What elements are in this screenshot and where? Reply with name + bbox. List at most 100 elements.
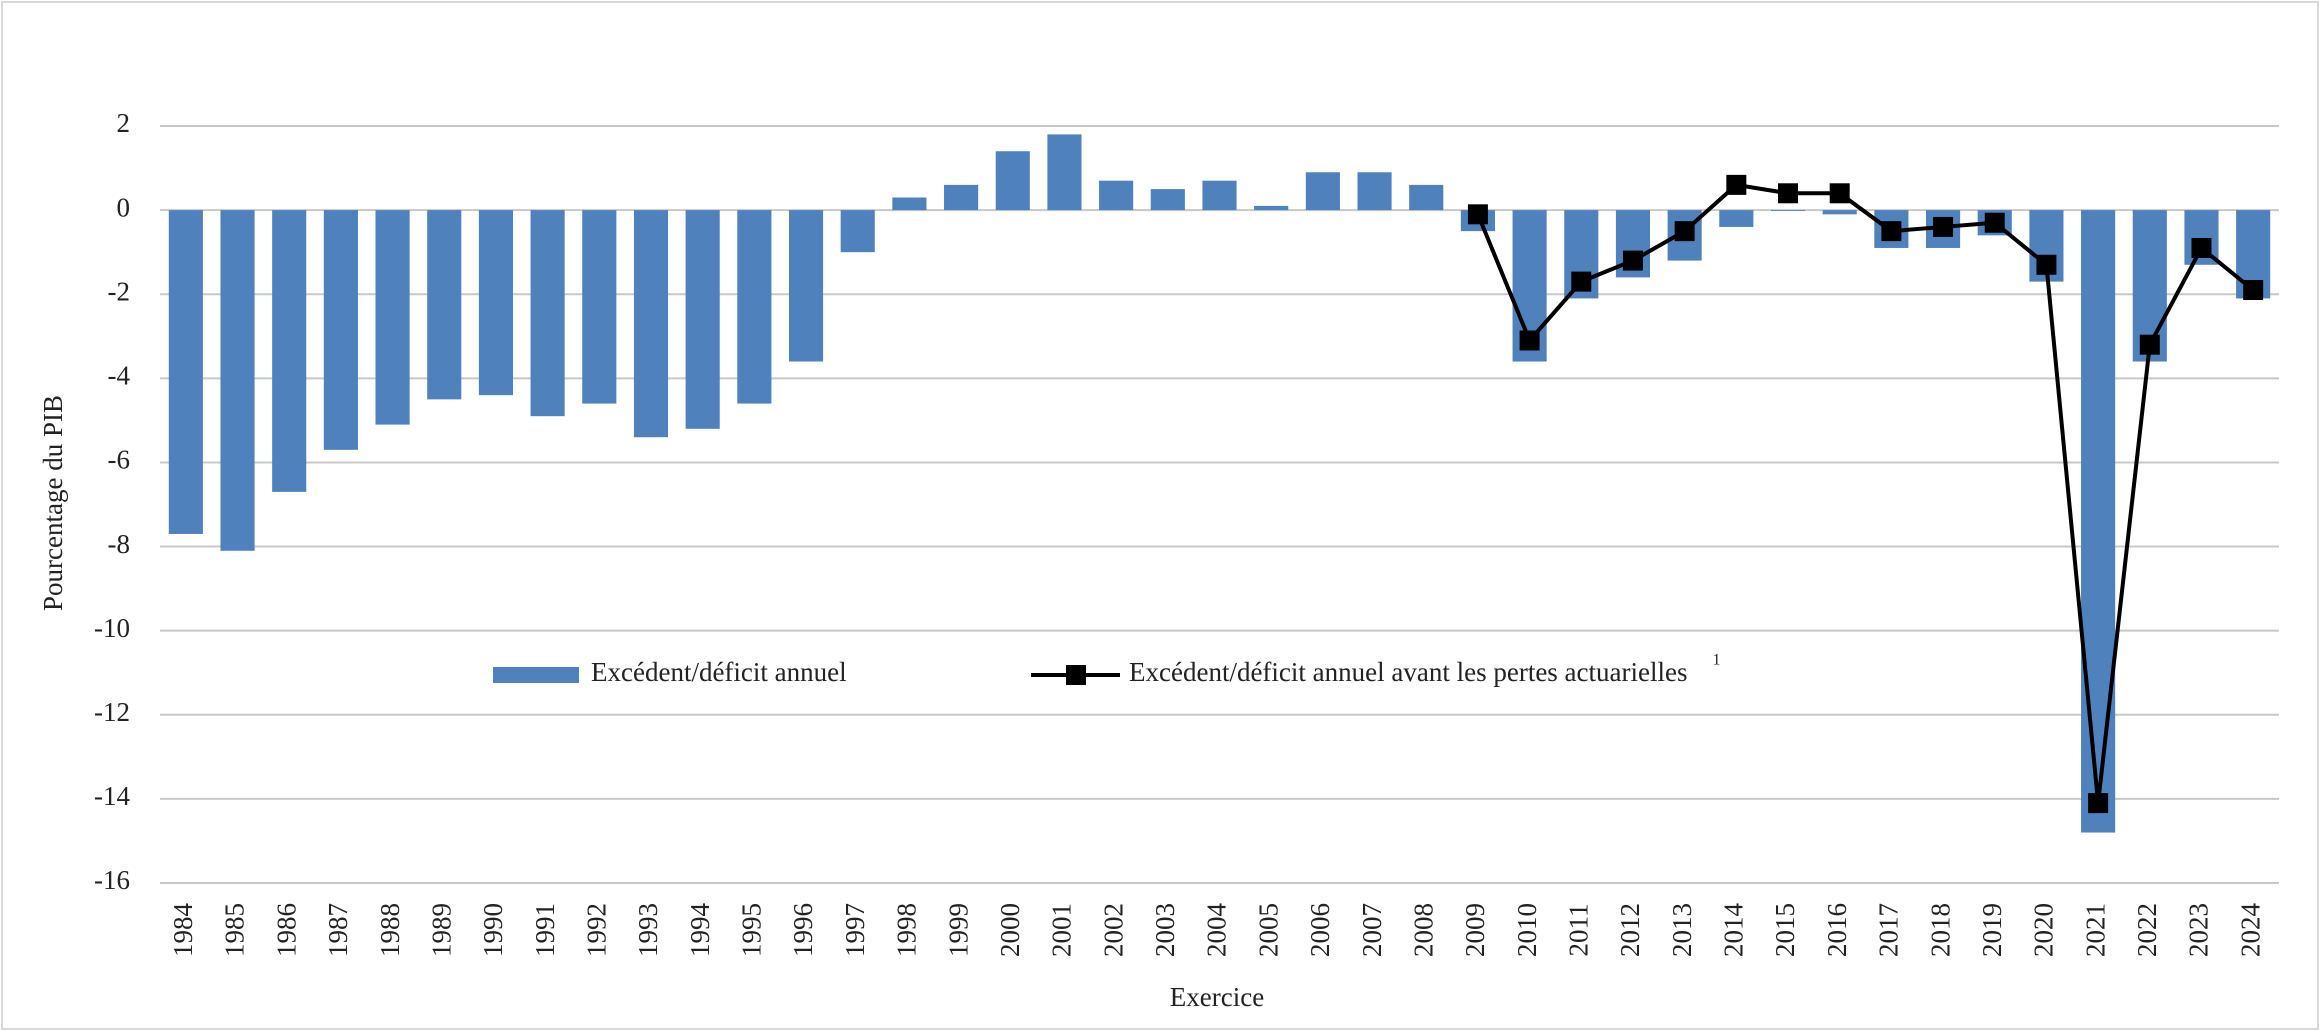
x-tick-label: 1984: [168, 903, 198, 958]
x-tick-label: 1986: [271, 903, 301, 957]
marker: [1984, 212, 2005, 233]
bar: [375, 210, 410, 425]
x-tick-label: 2004: [1202, 903, 1232, 958]
marker: [1674, 221, 1695, 242]
bar: [1719, 210, 1754, 227]
bar: [168, 210, 203, 534]
legend-swatch: [1066, 665, 1086, 685]
marker: [1622, 250, 1643, 271]
x-tick-label: 2014: [1719, 903, 1749, 958]
bar: [944, 184, 979, 211]
marker: [2036, 254, 2057, 275]
x-tick-label: 2008: [1408, 903, 1438, 957]
bar: [323, 210, 358, 450]
marker: [2191, 237, 2212, 258]
y-tick-label: -14: [94, 781, 130, 811]
bar: [633, 210, 669, 438]
x-tick-label: 1985: [220, 903, 250, 957]
y-tick-label: 2: [117, 108, 131, 138]
bar: [892, 197, 927, 211]
x-tick-label: 2001: [1047, 903, 1077, 957]
x-tick-label: 2005: [1253, 903, 1283, 957]
x-tick-label: 2016: [1822, 903, 1852, 957]
bar: [995, 151, 1030, 211]
marker: [2243, 280, 2264, 301]
x-tick-label: 2000: [995, 903, 1025, 957]
y-tick-label: -10: [94, 613, 130, 643]
x-tick-label: 2006: [1305, 903, 1335, 957]
bar: [788, 210, 824, 362]
y-tick-label: 0: [117, 192, 131, 222]
marker: [1881, 221, 1902, 242]
x-tick-label: 2017: [1874, 903, 1904, 957]
legend-label: Excédent/déficit annuel: [591, 657, 847, 687]
bar: [478, 210, 513, 396]
x-tick-label: 2003: [1150, 903, 1180, 957]
x-tick-label: 1987: [323, 903, 353, 957]
marker: [2139, 334, 2160, 355]
x-tick-label: 2024: [2235, 903, 2265, 958]
x-tick-label: 1992: [582, 903, 612, 957]
marker: [1726, 174, 1747, 195]
x-axis-label: Exercice: [1170, 982, 1264, 1012]
y-tick-label: -6: [108, 445, 131, 475]
x-tick-label: 1994: [685, 903, 715, 958]
x-tick-label: 1991: [530, 903, 560, 957]
bar: [1822, 210, 1857, 215]
bar: [840, 210, 875, 253]
x-tick-label: 2007: [1357, 903, 1387, 957]
x-tick-label: 2018: [1925, 903, 1955, 957]
x-tick-label: 2009: [1460, 903, 1490, 957]
bar: [1409, 184, 1444, 211]
marker: [1519, 330, 1540, 351]
marker: [1829, 183, 1850, 204]
y-tick-label: -8: [108, 529, 131, 559]
x-tick-label: 1999: [943, 903, 973, 957]
bar: [220, 210, 255, 551]
bar: [1202, 180, 1237, 211]
marker: [1933, 216, 1954, 237]
marker: [1467, 204, 1488, 225]
line: [1476, 182, 2255, 804]
x-tick-label: 2020: [2029, 903, 2059, 957]
legend-label: Excédent/déficit annuel avant les pertes…: [1129, 657, 1687, 687]
bar: [1305, 172, 1340, 211]
bar: [427, 210, 462, 400]
bar: [1357, 172, 1392, 211]
y-tick-label: -12: [94, 697, 130, 727]
x-tick-label: 2023: [2184, 903, 2214, 957]
marker: [1571, 271, 1592, 292]
x-tick-label: 1990: [478, 903, 508, 957]
x-tick-label: 1989: [426, 903, 456, 957]
x-tick-label: 2019: [1977, 903, 2007, 957]
x-tick-label: 2010: [1512, 903, 1542, 957]
bar: [1047, 134, 1082, 211]
x-tick-label: 2002: [1098, 903, 1128, 957]
x-tick-label: 1993: [633, 903, 663, 957]
bar: [272, 210, 307, 492]
bar: [1770, 210, 1806, 211]
x-tick-label: 1995: [737, 903, 767, 957]
x-tick-label: 2013: [1667, 903, 1697, 957]
bar: [582, 210, 617, 404]
marker: [1778, 183, 1799, 204]
bar: [1150, 189, 1185, 211]
bar: [530, 210, 565, 417]
y-tick-label: -16: [94, 865, 130, 895]
bar: [1099, 180, 1134, 211]
legend-swatch: [493, 667, 579, 683]
x-tick-label: 2021: [2080, 903, 2110, 957]
marker: [2088, 793, 2109, 814]
y-tick-label: -2: [108, 276, 131, 306]
bar: [1254, 205, 1289, 211]
y-tick-label: -4: [108, 361, 131, 391]
legend-footnote: 1: [1712, 652, 1720, 669]
bar: [737, 210, 772, 404]
x-tick-label: 2012: [1615, 903, 1645, 957]
x-tick-label: 1996: [788, 903, 818, 957]
x-tick-label: 1997: [840, 903, 870, 957]
x-tick-label: 2011: [1563, 904, 1593, 957]
x-tick-label: 2022: [2132, 903, 2162, 957]
